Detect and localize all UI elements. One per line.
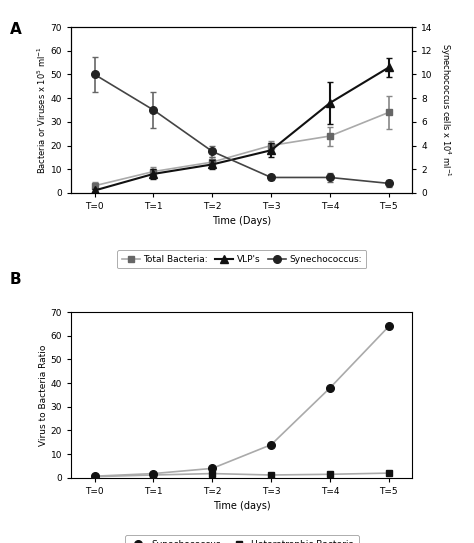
- Legend: Total Bacteria:, VLP's, Synechococcus:: Total Bacteria:, VLP's, Synechococcus:: [117, 250, 366, 268]
- Y-axis label: Bacteria or Viruses x 10$^5$ ml$^{-1}$: Bacteria or Viruses x 10$^5$ ml$^{-1}$: [36, 46, 48, 174]
- Y-axis label: Virus to Bacteria Ratio: Virus to Bacteria Ratio: [39, 344, 48, 446]
- Text: A: A: [9, 22, 21, 37]
- Text: B: B: [9, 272, 21, 287]
- Legend: Synechococcus, Heterotrophic Bacteria: Synechococcus, Heterotrophic Bacteria: [125, 535, 359, 543]
- X-axis label: Time (Days): Time (Days): [212, 217, 271, 226]
- X-axis label: Time (days): Time (days): [213, 501, 271, 512]
- Y-axis label: Synechococcus cells x 10$^4$ ml$^{-1}$: Synechococcus cells x 10$^4$ ml$^{-1}$: [438, 43, 453, 177]
